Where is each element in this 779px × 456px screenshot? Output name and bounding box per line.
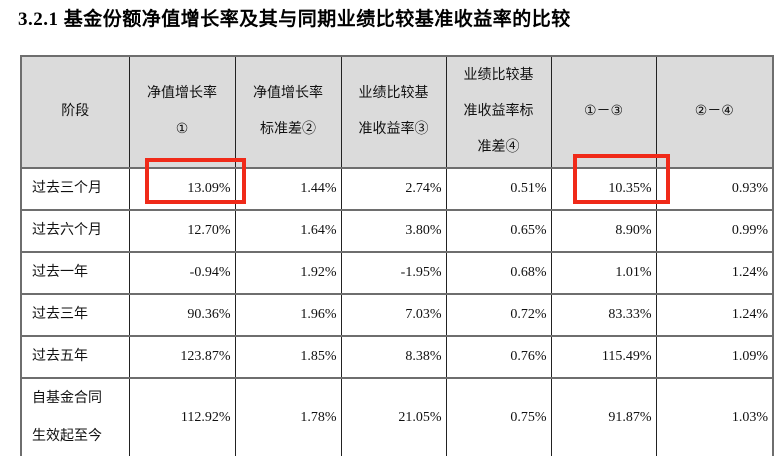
cell-value: 0.76% <box>445 335 552 379</box>
cell-value: 0.99% <box>655 209 774 253</box>
cell-value: 1.96% <box>234 293 342 337</box>
cell-value: 7.03% <box>340 293 447 337</box>
cell-value: 10.35% <box>550 167 657 211</box>
table-row-past-5-years: 过去五年 123.87% 1.85% 8.38% 0.76% 115.49% 1… <box>20 335 774 379</box>
cell-value: 0.65% <box>445 209 552 253</box>
cell-value: 91.87% <box>550 377 657 456</box>
column-header-benchmark-stdev: 业绩比较基 准收益率标 准差④ <box>445 55 552 169</box>
cell-value: 1.24% <box>655 293 774 337</box>
row-label: 过去五年 <box>20 335 130 379</box>
cell-value: 1.01% <box>550 251 657 295</box>
cell-value: 1.44% <box>234 167 342 211</box>
table-row-past-3-months: 过去三个月 13.09% 1.44% 2.74% 0.51% 10.35% 0.… <box>20 167 774 211</box>
cell-value: 1.03% <box>655 377 774 456</box>
cell-value: 123.87% <box>128 335 236 379</box>
cell-value: 3.80% <box>340 209 447 253</box>
cell-value: 0.51% <box>445 167 552 211</box>
cell-value: 8.38% <box>340 335 447 379</box>
cell-value: 0.72% <box>445 293 552 337</box>
cell-value: -1.95% <box>340 251 447 295</box>
cell-value: 115.49% <box>550 335 657 379</box>
column-header-diff-1-3: ①－③ <box>550 55 657 169</box>
cell-value: 1.92% <box>234 251 342 295</box>
column-header-diff-2-4: ②－④ <box>655 55 774 169</box>
cell-value: 112.92% <box>128 377 236 456</box>
row-label: 过去六个月 <box>20 209 130 253</box>
row-label: 过去三年 <box>20 293 130 337</box>
column-header-stage: 阶段 <box>20 55 130 169</box>
header-row: 阶段 净值增长率 ① 净值增长率 标准差② 业绩比较基 准收益率③ 业绩比较基 … <box>20 55 774 169</box>
cell-value: 21.05% <box>340 377 447 456</box>
cell-value: 0.93% <box>655 167 774 211</box>
table-row-past-3-years: 过去三年 90.36% 1.96% 7.03% 0.72% 83.33% 1.2… <box>20 293 774 337</box>
fund-performance-table: 阶段 净值增长率 ① 净值增长率 标准差② 业绩比较基 准收益率③ 业绩比较基 … <box>20 55 774 456</box>
cell-value: 1.09% <box>655 335 774 379</box>
cell-value: 1.78% <box>234 377 342 456</box>
column-header-benchmark-return: 业绩比较基 准收益率③ <box>340 55 447 169</box>
cell-value: 0.68% <box>445 251 552 295</box>
cell-value: 8.90% <box>550 209 657 253</box>
cell-value: 1.64% <box>234 209 342 253</box>
cell-value: 2.74% <box>340 167 447 211</box>
cell-value: 1.85% <box>234 335 342 379</box>
cell-value: -0.94% <box>128 251 236 295</box>
section-title: 3.2.1 基金份额净值增长率及其与同期业绩比较基准收益率的比较 <box>18 9 571 30</box>
cell-value: 90.36% <box>128 293 236 337</box>
cell-value: 1.24% <box>655 251 774 295</box>
row-label: 过去一年 <box>20 251 130 295</box>
table-row-past-1-year: 过去一年 -0.94% 1.92% -1.95% 0.68% 1.01% 1.2… <box>20 251 774 295</box>
row-label: 过去三个月 <box>20 167 130 211</box>
column-header-nav-growth: 净值增长率 ① <box>128 55 236 169</box>
row-label: 自基金合同 生效起至今 <box>20 377 130 456</box>
cell-value: 12.70% <box>128 209 236 253</box>
column-header-nav-growth-stdev: 净值增长率 标准差② <box>234 55 342 169</box>
cell-value: 0.75% <box>445 377 552 456</box>
table-row-past-6-months: 过去六个月 12.70% 1.64% 3.80% 0.65% 8.90% 0.9… <box>20 209 774 253</box>
cell-value: 13.09% <box>128 167 236 211</box>
table-row-since-inception: 自基金合同 生效起至今 112.92% 1.78% 21.05% 0.75% 9… <box>20 377 774 456</box>
cell-value: 83.33% <box>550 293 657 337</box>
